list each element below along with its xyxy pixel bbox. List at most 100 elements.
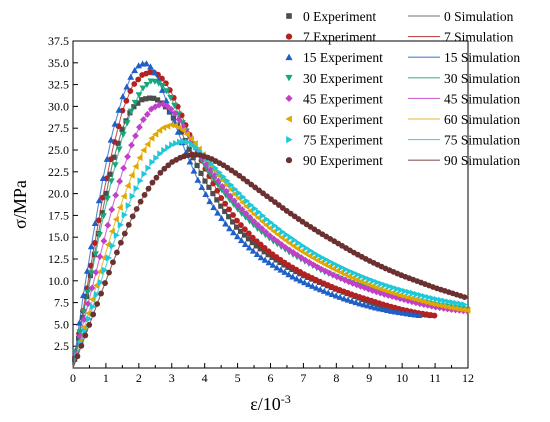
data-point xyxy=(148,134,155,142)
data-point xyxy=(124,153,131,161)
data-point xyxy=(307,247,314,254)
data-point xyxy=(366,276,373,283)
data-point xyxy=(86,322,93,328)
data-point xyxy=(110,259,116,266)
legend-simulation-label: 90 Simulation xyxy=(444,153,520,168)
data-point xyxy=(384,306,391,314)
data-point xyxy=(135,76,142,83)
data-point xyxy=(413,290,421,298)
data-point xyxy=(278,241,286,248)
data-point xyxy=(362,274,369,282)
data-point xyxy=(242,214,250,221)
legend-row-30: 30 Experiment 30 Simulation xyxy=(285,71,520,86)
data-point xyxy=(106,269,112,276)
data-point xyxy=(234,217,240,224)
data-point xyxy=(82,327,89,335)
data-point xyxy=(457,300,464,308)
x-tick-label: 9 xyxy=(366,371,372,385)
legend-row-7: 7 Experiment 7 Simulation xyxy=(285,30,514,45)
data-point xyxy=(159,100,167,108)
x-axis-title: ε/10-3 xyxy=(250,392,291,414)
data-point xyxy=(285,74,293,82)
data-point xyxy=(198,170,204,176)
data-point xyxy=(461,294,468,301)
data-point xyxy=(279,205,286,211)
data-point xyxy=(252,184,259,191)
data-point xyxy=(114,249,120,256)
data-point xyxy=(452,304,459,312)
data-point xyxy=(194,162,200,169)
legend-experiment-label: 30 Experiment xyxy=(303,71,383,86)
data-point xyxy=(402,287,409,295)
data-point xyxy=(322,261,329,268)
data-point xyxy=(89,296,96,303)
data-point xyxy=(237,228,244,234)
data-point xyxy=(314,256,321,264)
data-point xyxy=(265,252,271,258)
data-point xyxy=(116,204,123,211)
data-point xyxy=(141,192,148,198)
data-point xyxy=(112,215,119,223)
data-point xyxy=(259,212,267,220)
data-point xyxy=(186,158,194,165)
y-tick-label: 15.0 xyxy=(48,230,69,244)
data-point xyxy=(358,272,365,280)
data-point xyxy=(163,88,171,95)
data-point xyxy=(448,304,455,311)
data-point xyxy=(226,206,232,213)
data-point xyxy=(390,284,397,292)
data-point xyxy=(285,271,293,278)
data-point xyxy=(175,123,183,131)
data-point xyxy=(388,307,395,314)
data-point xyxy=(156,127,163,134)
data-point xyxy=(310,254,317,262)
data-point xyxy=(103,190,109,197)
data-point xyxy=(233,224,240,230)
data-point xyxy=(111,162,119,169)
data-point xyxy=(421,292,429,300)
data-point xyxy=(135,100,141,106)
data-point xyxy=(431,312,438,319)
data-point xyxy=(246,218,254,225)
legend-experiment-label: 45 Experiment xyxy=(303,91,383,106)
data-point xyxy=(286,136,293,144)
data-point xyxy=(257,241,264,248)
data-point xyxy=(206,171,214,178)
data-point xyxy=(154,97,161,103)
data-point xyxy=(245,236,252,242)
data-point xyxy=(84,300,92,308)
data-point xyxy=(364,302,372,309)
data-point xyxy=(218,187,226,194)
data-point xyxy=(179,122,187,130)
data-point xyxy=(87,272,94,279)
data-point xyxy=(132,132,139,140)
data-point xyxy=(226,197,234,204)
data-point xyxy=(210,191,216,197)
data-point xyxy=(135,92,143,99)
data-point xyxy=(203,160,210,168)
data-point xyxy=(318,259,325,266)
data-point xyxy=(104,195,111,202)
data-point xyxy=(123,120,131,127)
data-point xyxy=(249,234,256,241)
data-point xyxy=(123,97,130,104)
data-point xyxy=(161,146,168,154)
data-point xyxy=(449,299,456,306)
data-point xyxy=(147,63,154,70)
data-point xyxy=(298,247,305,255)
data-point xyxy=(264,193,270,200)
data-point xyxy=(171,109,179,117)
data-point xyxy=(82,332,89,339)
data-point xyxy=(277,266,285,273)
y-axis-title: σ/MPa xyxy=(10,180,30,229)
data-point xyxy=(412,299,420,307)
x-tick-label: 7 xyxy=(300,371,306,385)
data-point xyxy=(135,62,143,69)
data-point xyxy=(108,206,116,213)
legend-experiment-label: 15 Experiment xyxy=(303,50,383,65)
legend-row-90: 90 Experiment 90 Simulation xyxy=(285,153,520,168)
y-tick-label: 12.5 xyxy=(48,252,69,266)
legend-simulation-label: 60 Simulation xyxy=(444,112,520,127)
y-tick-label: 25.0 xyxy=(48,143,69,157)
data-point xyxy=(194,176,202,183)
